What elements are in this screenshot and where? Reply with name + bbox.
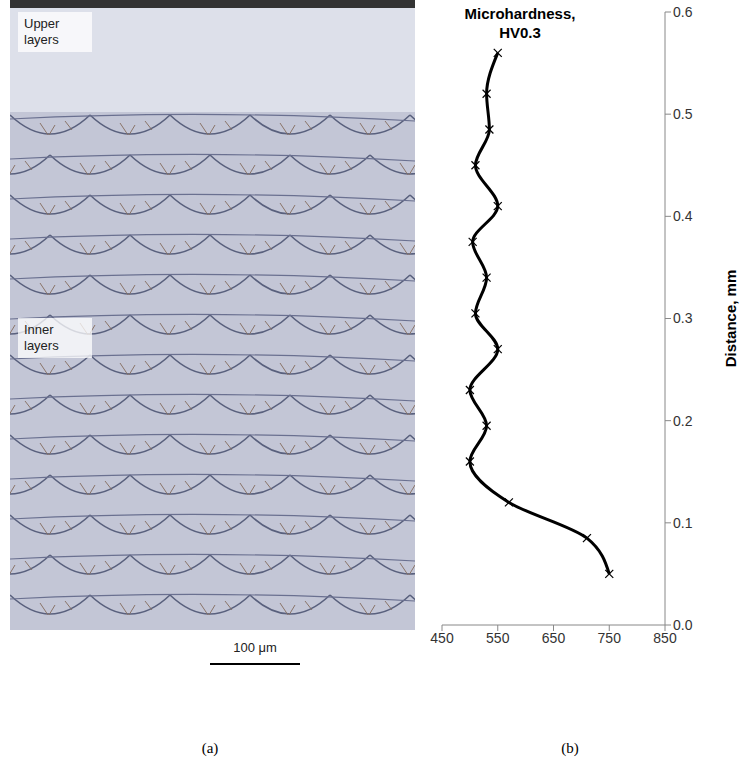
svg-text:100 μm: 100 μm <box>233 640 277 655</box>
html-text:(a): (a) <box>201 740 219 756</box>
svg-text:Distance, mm: Distance, mm <box>722 270 739 368</box>
html-text:(b): (b) <box>561 740 579 756</box>
svg-text:850: 850 <box>653 629 677 646</box>
svg-text:550: 550 <box>486 630 510 646</box>
svg-text:0.0: 0.0 <box>673 617 693 633</box>
svg-text:450: 450 <box>430 630 454 646</box>
html-text:Upper layers: Upper layers <box>24 16 60 47</box>
svg-text:0.3: 0.3 <box>673 310 693 326</box>
svg-text:650: 650 <box>542 630 566 646</box>
svg-text:0.4: 0.4 <box>673 208 693 224</box>
html-text:Inner layers: Inner layers <box>24 322 59 353</box>
svg-text:0.1: 0.1 <box>673 515 693 531</box>
html-text:Microhardness, HV0.3: Microhardness, HV0.3 <box>464 5 576 41</box>
svg-text:750: 750 <box>598 630 622 646</box>
svg-text:0.5: 0.5 <box>673 106 693 122</box>
svg-text:0.6: 0.6 <box>673 4 693 20</box>
svg-text:0.2: 0.2 <box>673 413 693 429</box>
